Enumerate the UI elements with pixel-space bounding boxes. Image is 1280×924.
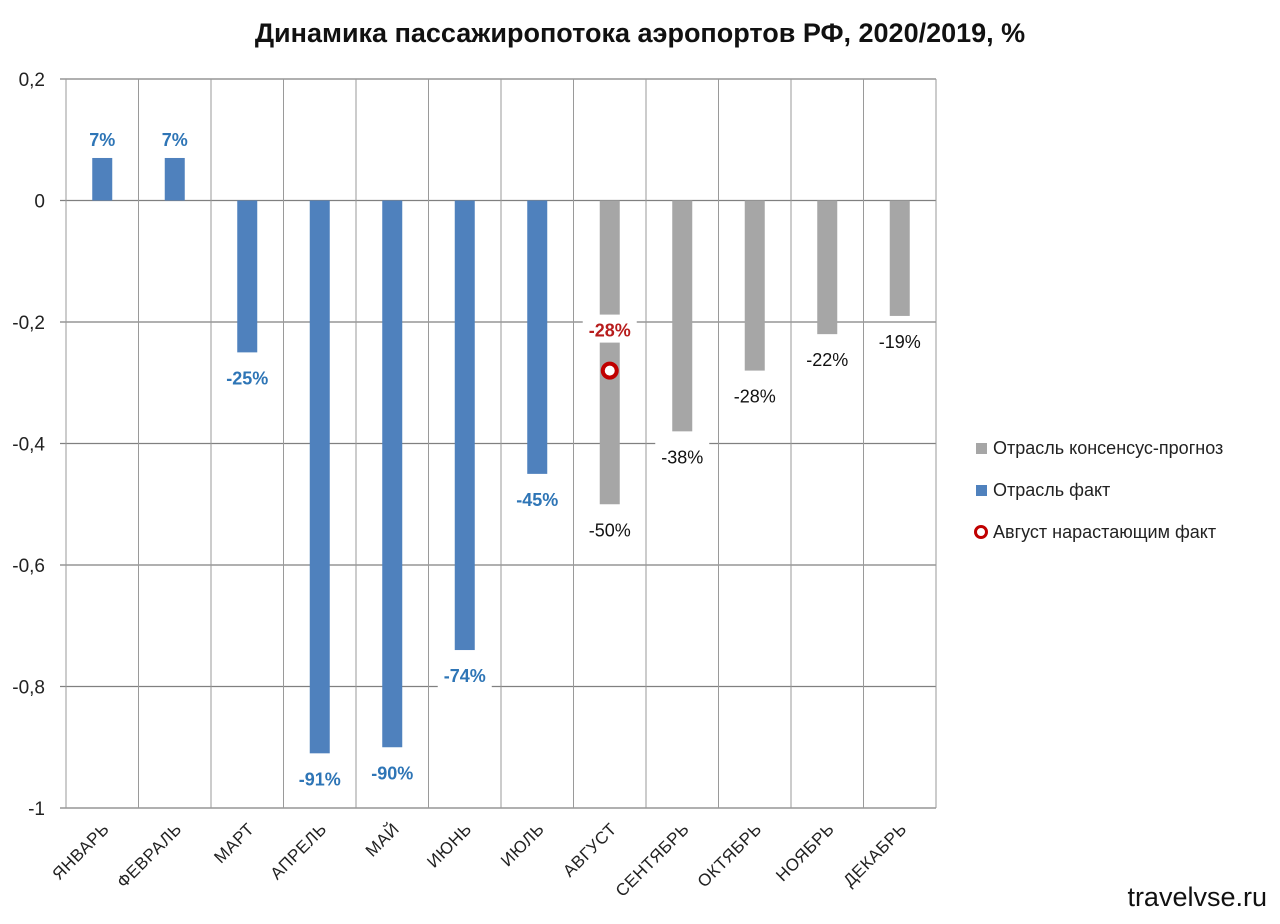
legend-label: Отрасль консенсус-прогноз — [993, 438, 1223, 458]
chart-data-labels: -50% -38% -28% -22% -19% 7% 7% -25% -91% -90% -74%… — [86, 124, 927, 793]
y-tick-label: 0,2 — [19, 70, 45, 91]
chart-legend: Отрасль консенсус-прогноз Отрасль факт Авг… — [974, 438, 1223, 542]
data-label-bg — [727, 381, 782, 410]
bar — [744, 200, 765, 371]
bar — [164, 157, 185, 201]
watermark-text: travelvse.ru — [1127, 882, 1267, 912]
x-tick-label: МАРТ — [210, 819, 258, 867]
x-tick-label: ОКТЯБРЬ — [694, 819, 766, 891]
data-label-bg — [365, 758, 420, 787]
y-tick-label: -0,8 — [12, 678, 45, 699]
data-label: -28% — [734, 387, 776, 407]
x-tick-label: ДЕКАБРЬ — [840, 819, 911, 890]
x-tick-label: ФЕВРАЛЬ — [113, 819, 185, 891]
x-axis: ЯНВАРЬ ФЕВРАЛЬ МАРТ АПРЕЛЬ МАЙ ИЮНЬ ИЮЛЬ АВГУСТ… — [49, 819, 911, 900]
data-label-bg — [510, 484, 565, 513]
x-tick-label: СЕНТЯБРЬ — [612, 819, 693, 900]
y-tick-label: -0,6 — [12, 556, 45, 577]
marker-label: -28% — [589, 321, 631, 341]
data-label-bg — [437, 661, 492, 690]
y-tick-label: -0,4 — [12, 435, 45, 456]
x-tick-label: ЯНВАРЬ — [49, 819, 113, 883]
bar — [454, 200, 475, 651]
x-tick-label: МАЙ — [362, 819, 403, 860]
data-label-bg — [582, 314, 637, 343]
y-axis: 0,2 0 -0,2 -0,4 -0,6 -0,8 -1 — [12, 70, 45, 820]
data-label-bg — [872, 326, 927, 355]
cumulative-marker — [600, 361, 619, 380]
x-tick-label: АВГУСТ — [559, 819, 620, 880]
x-tick-label: ИЮНЬ — [423, 819, 475, 871]
data-label: -22% — [806, 350, 848, 370]
data-label: -90% — [371, 763, 413, 783]
chart-bars — [92, 157, 910, 754]
bar — [599, 200, 620, 505]
legend-swatch — [976, 485, 987, 496]
data-label-bg — [655, 442, 710, 471]
data-label-bg — [86, 124, 119, 153]
bar — [92, 157, 113, 201]
data-label: -91% — [299, 769, 341, 789]
bar — [382, 200, 403, 748]
legend-label: Август нарастающим факт — [993, 522, 1216, 542]
bar — [527, 200, 548, 474]
chart-title: Динамика пассажиропотока аэропортов РФ, … — [255, 18, 1025, 48]
bar — [309, 200, 330, 754]
bar — [237, 200, 258, 353]
legend-label: Отрасль факт — [993, 480, 1110, 500]
data-label: -50% — [589, 520, 631, 540]
y-tick-label: -1 — [28, 799, 45, 820]
data-label: -45% — [516, 490, 558, 510]
bar — [672, 200, 693, 432]
data-label-bg — [220, 363, 275, 392]
data-label: -25% — [226, 368, 268, 388]
data-label: -74% — [444, 666, 486, 686]
data-label: -19% — [879, 332, 921, 352]
y-tick-label: -0,2 — [12, 313, 45, 334]
legend-marker — [974, 525, 988, 539]
data-label: 7% — [89, 130, 115, 150]
data-label-bg — [292, 764, 347, 793]
x-tick-label: АПРЕЛЬ — [267, 819, 331, 883]
bar — [889, 200, 910, 316]
data-label-bg — [582, 515, 637, 544]
data-label: -38% — [661, 447, 703, 467]
bar — [817, 200, 838, 335]
legend-swatch — [976, 443, 987, 454]
data-label: 7% — [162, 130, 188, 150]
data-label-bg — [800, 345, 855, 374]
chart-grid — [60, 78, 937, 809]
x-tick-label: ИЮЛЬ — [497, 819, 548, 870]
data-label-bg — [158, 124, 191, 153]
y-tick-label: 0 — [34, 192, 45, 213]
x-tick-label: НОЯБРЬ — [772, 819, 838, 885]
